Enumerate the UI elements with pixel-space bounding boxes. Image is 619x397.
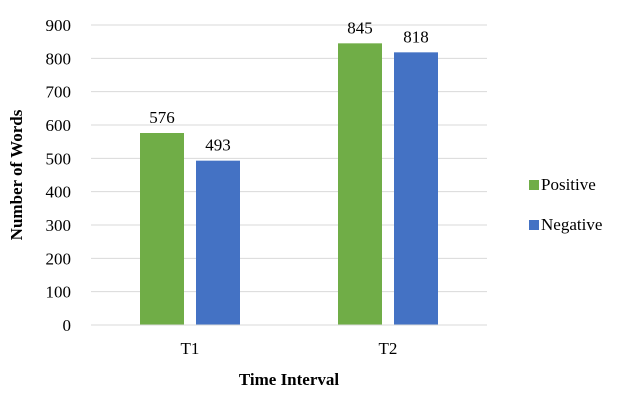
legend-swatch-positive	[529, 180, 539, 190]
legend-label-positive: Positive	[541, 175, 596, 194]
legend-swatch-negative	[529, 220, 539, 230]
legend-label-negative: Negative	[541, 215, 602, 234]
y-tick-label: 800	[46, 49, 72, 68]
bars	[140, 43, 438, 325]
bar-positive-t1	[140, 133, 184, 325]
x-tick-label: T2	[379, 339, 398, 358]
data-label: 493	[205, 136, 231, 155]
bar-positive-t2	[338, 43, 382, 325]
data-labels: 576 493 845 818	[149, 18, 429, 154]
x-axis-title: Time Interval	[239, 370, 340, 389]
y-tick-label: 900	[46, 16, 72, 35]
y-axis-ticks: 0 100 200 300 400 500 600 700 800 900	[46, 16, 72, 335]
y-tick-label: 200	[46, 249, 72, 268]
y-axis-title: Number of Words	[7, 109, 26, 240]
y-tick-label: 400	[46, 183, 72, 202]
x-axis-ticks: T1 T2	[181, 339, 398, 358]
y-tick-label: 700	[46, 83, 72, 102]
y-tick-label: 600	[46, 116, 72, 135]
legend: Positive Negative	[529, 175, 602, 234]
y-tick-label: 500	[46, 149, 72, 168]
y-tick-label: 300	[46, 216, 72, 235]
data-label: 845	[347, 18, 373, 37]
x-tick-label: T1	[181, 339, 200, 358]
data-label: 576	[149, 108, 175, 127]
y-tick-label: 100	[46, 283, 72, 302]
data-label: 818	[403, 27, 429, 46]
bar-negative-t1	[196, 160, 240, 325]
y-tick-label: 0	[63, 316, 72, 335]
bar-negative-t2	[394, 52, 438, 325]
